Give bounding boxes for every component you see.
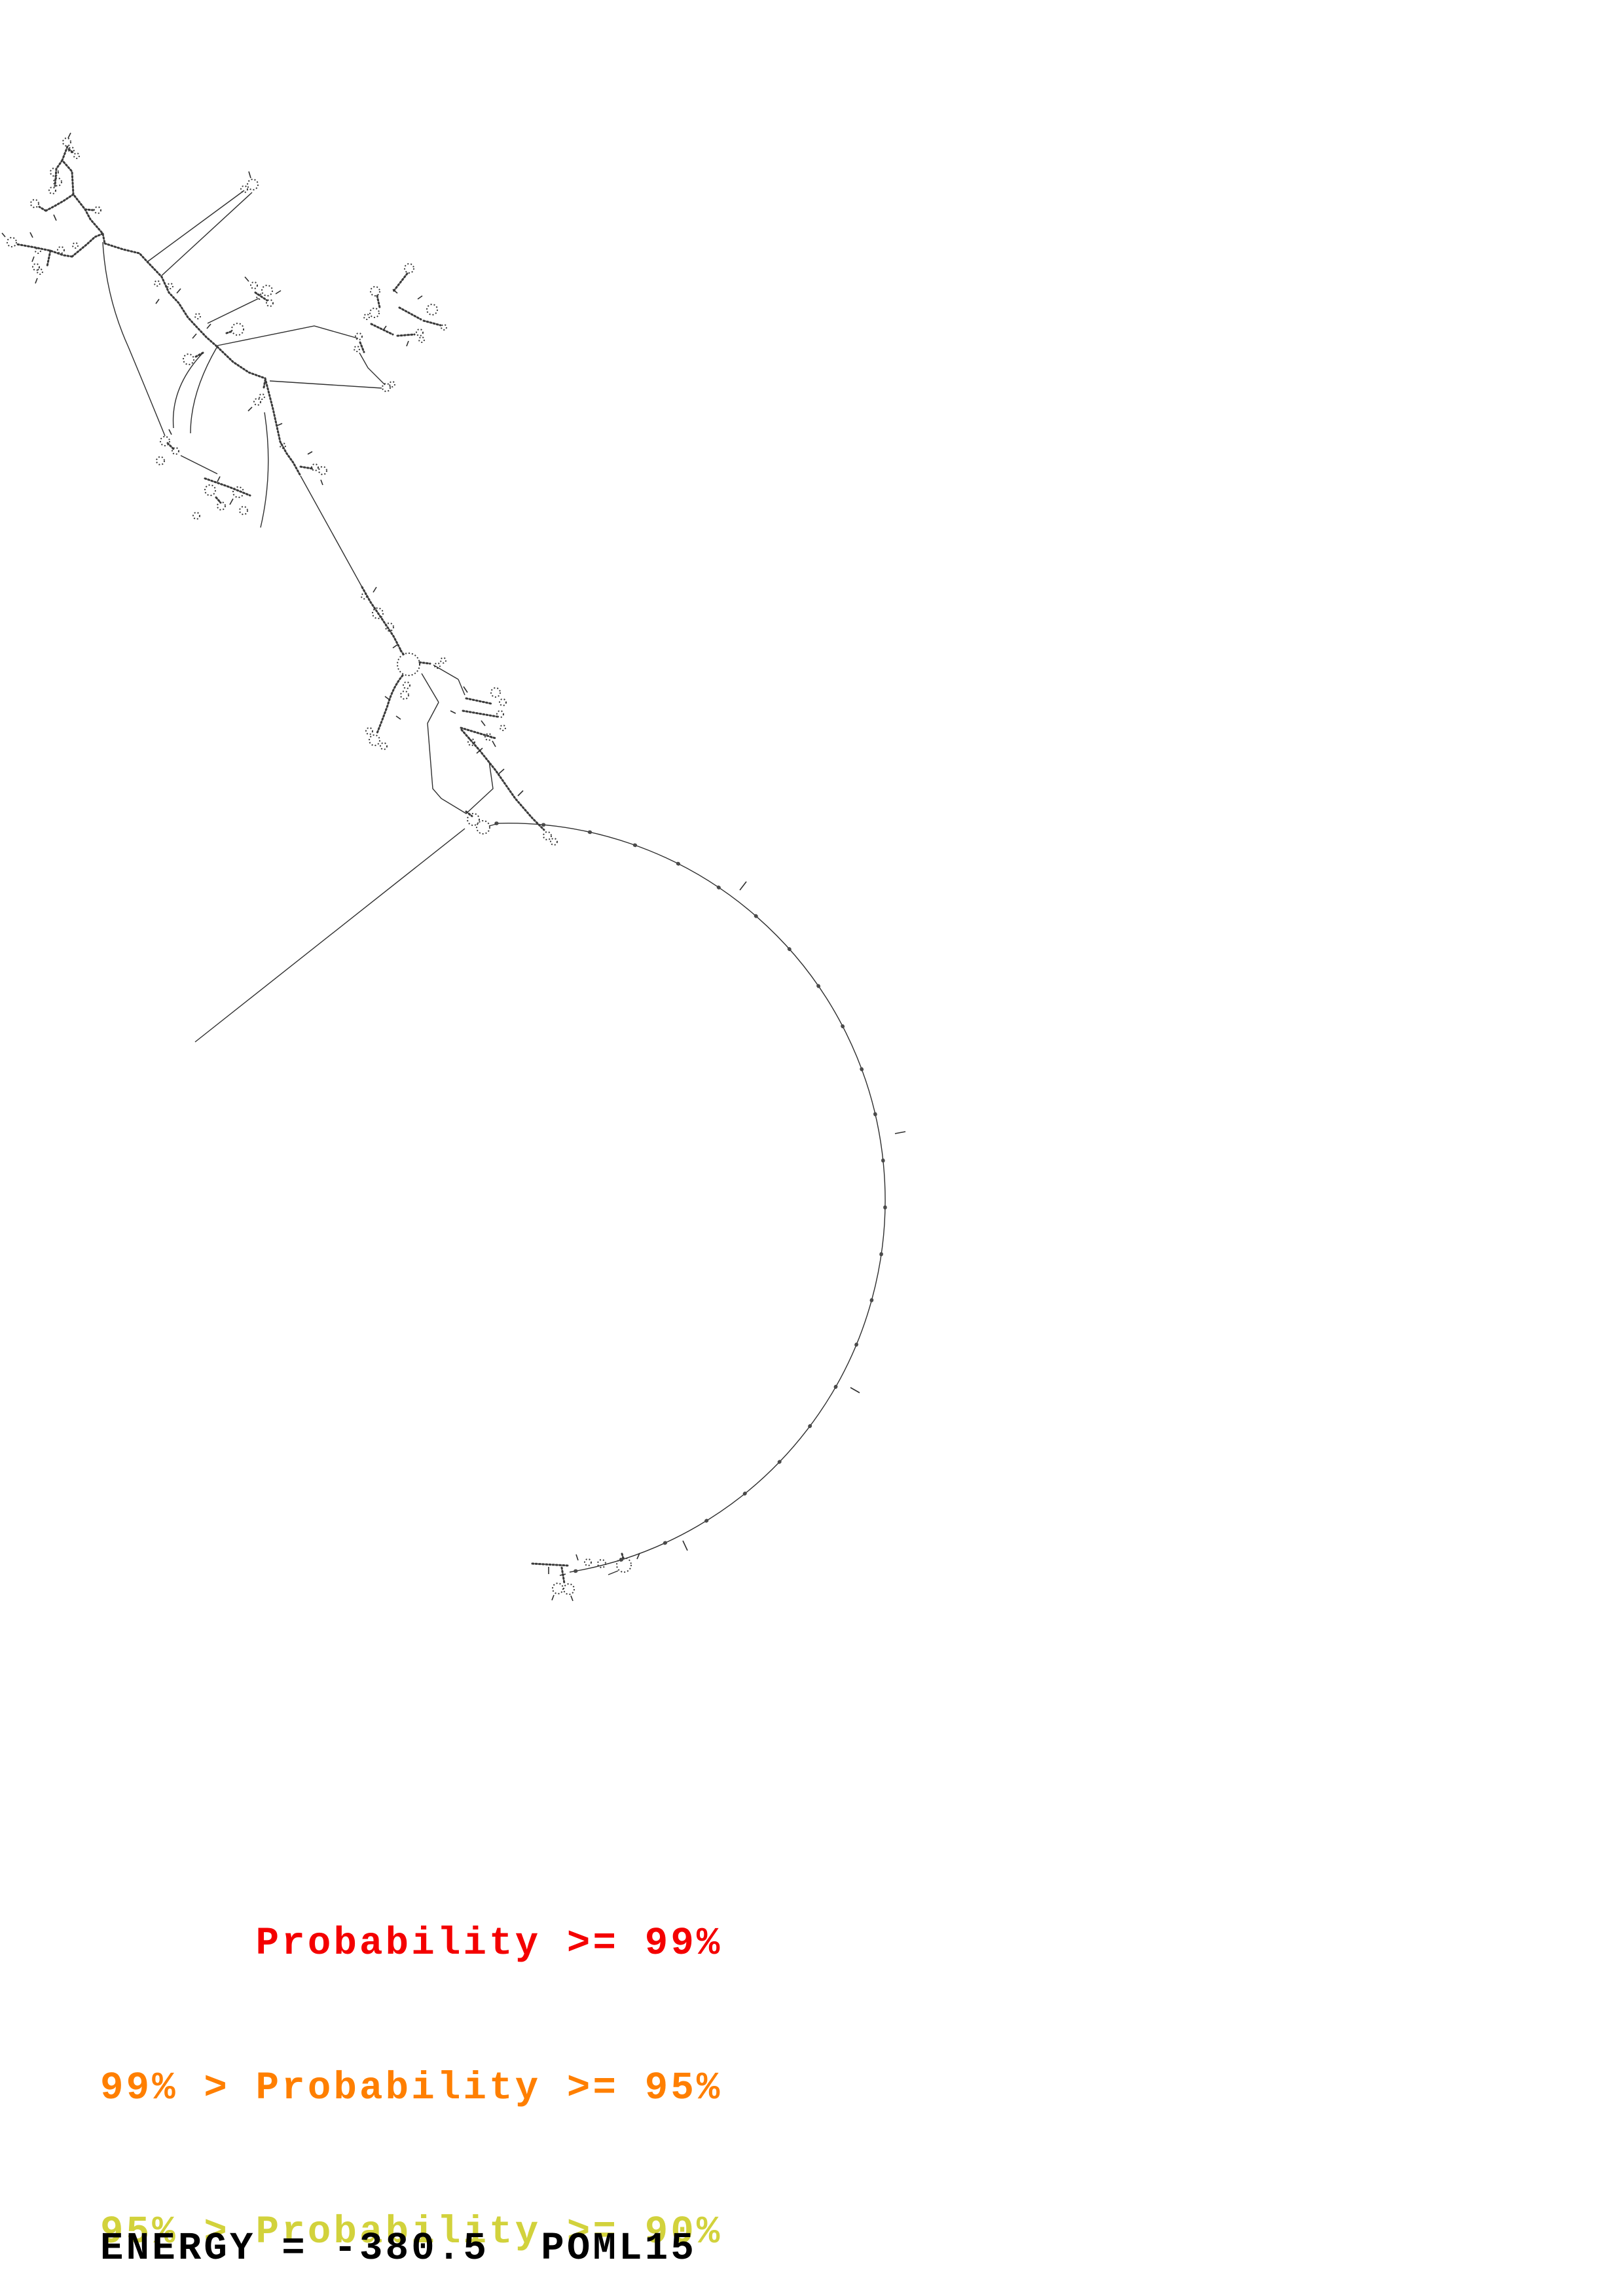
diagonal-stem-ladder — [460, 728, 558, 846]
multibranch-pentagon — [427, 702, 494, 814]
legend-row: Probability >= 99% — [100, 1922, 723, 1965]
legend-row: 95% > Probability >= 90% — [100, 2210, 723, 2254]
junction-loops — [465, 810, 497, 834]
five-prime-terminal-line — [194, 828, 465, 1043]
probability-legend: Probability >= 99% 99% > Probability >= … — [100, 1823, 723, 2296]
upper-left-branch-tree — [1, 132, 359, 528]
hexagon-loop — [365, 649, 459, 750]
legend-row: 99% > Probability >= 95% — [100, 2066, 723, 2110]
bottom-tail-hairpins — [531, 1552, 640, 1602]
central-chain — [216, 346, 403, 653]
mid-right-cluster — [450, 679, 507, 747]
far-branch-cluster — [354, 263, 447, 353]
energy-readout: ENERGY = -380.5 POML15 — [100, 2227, 697, 2270]
exterior-loop-arc — [494, 821, 906, 1574]
